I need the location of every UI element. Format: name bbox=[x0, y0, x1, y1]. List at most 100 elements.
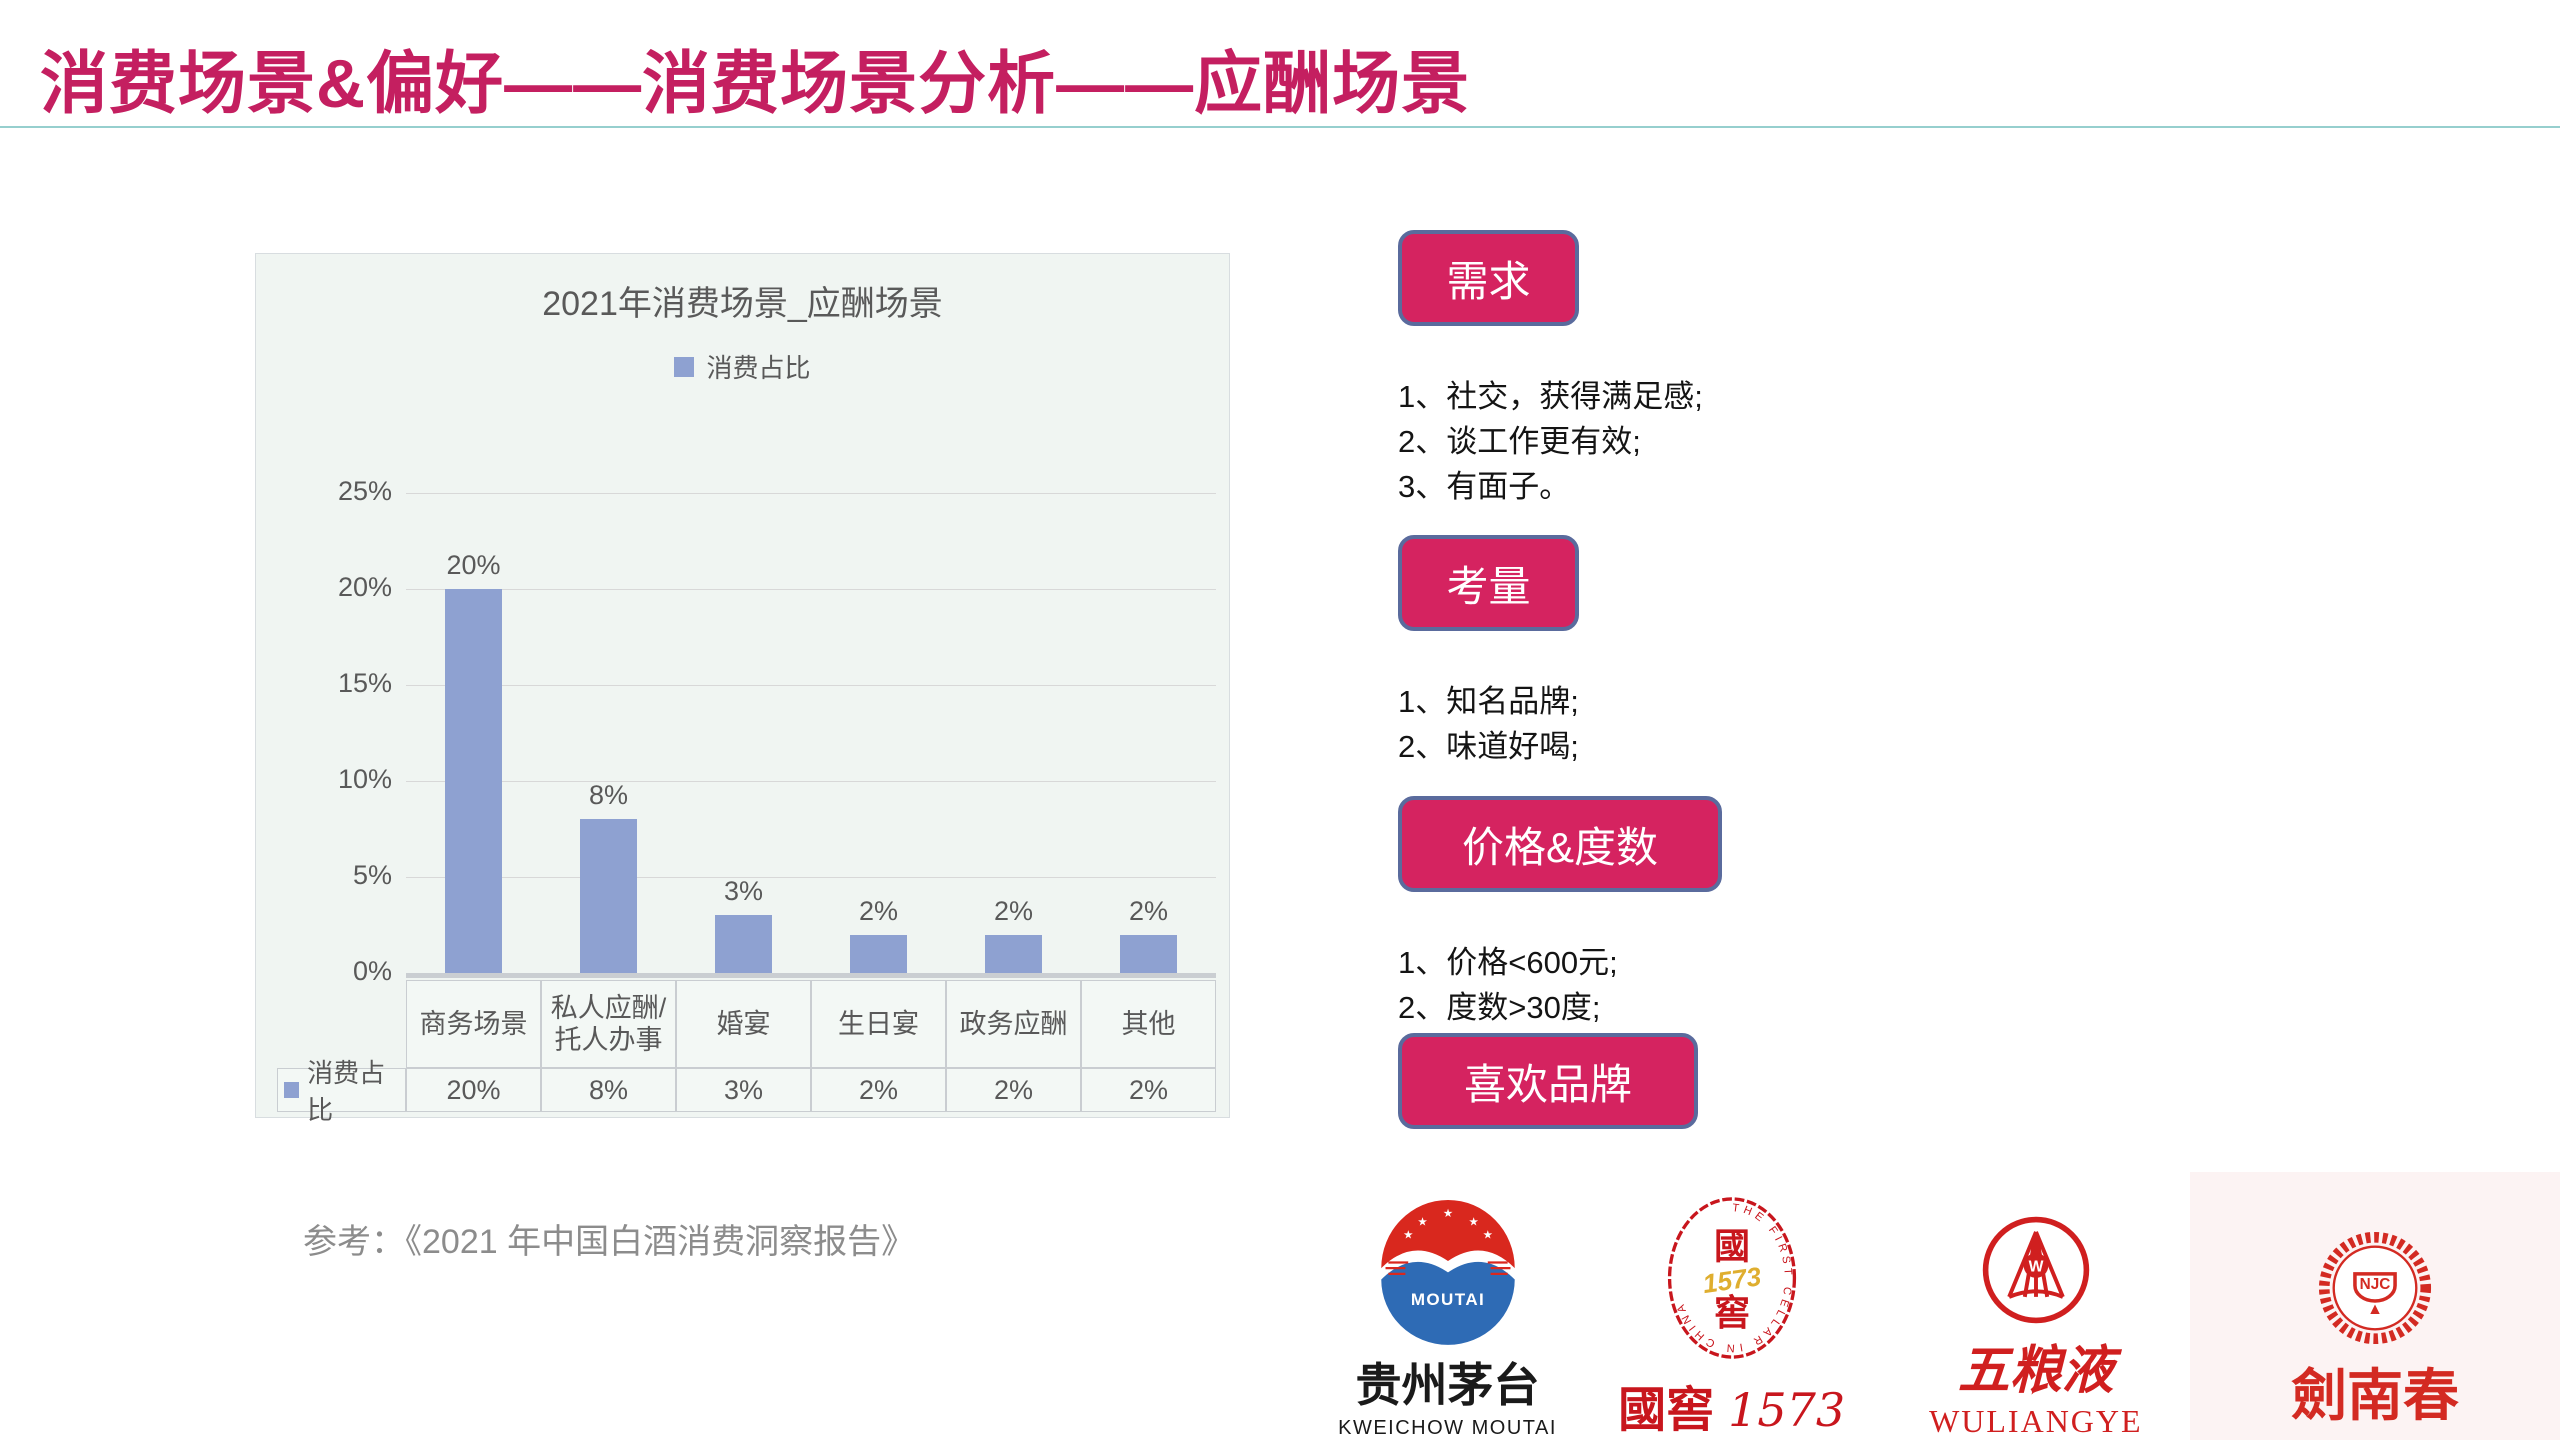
chart-legend: 消费占比 bbox=[256, 348, 1229, 385]
category-cell: 生日宴 bbox=[811, 980, 946, 1068]
category-cell: 其他 bbox=[1081, 980, 1216, 1068]
bar bbox=[1120, 934, 1177, 973]
section-price-abv: 价格&度数 1、价格<600元; 2、度数>30度; bbox=[1398, 796, 1722, 1030]
legend-swatch bbox=[674, 356, 695, 377]
list-item: 1、社交，获得满足感; bbox=[1398, 379, 1703, 414]
bar-column: 8% bbox=[541, 493, 676, 973]
x-axis-line bbox=[406, 973, 1216, 978]
consideration-list: 1、知名品牌; 2、味道好喝; bbox=[1398, 679, 1579, 769]
consideration-button[interactable]: 考量 bbox=[1398, 535, 1579, 631]
value-cell: 8% bbox=[541, 1068, 676, 1112]
bar-column: 3% bbox=[676, 493, 811, 973]
series-swatch bbox=[284, 1082, 300, 1098]
y-axis-tick-label: 15% bbox=[337, 668, 392, 698]
svg-text:窖: 窖 bbox=[1714, 1292, 1750, 1333]
svg-text:★: ★ bbox=[1468, 1217, 1478, 1229]
svg-text:★: ★ bbox=[1417, 1217, 1427, 1229]
wuliangye-name-cn: 五粮液 bbox=[1957, 1343, 2114, 1400]
svg-text:NJC: NJC bbox=[2360, 1276, 2391, 1293]
gridline bbox=[406, 493, 1216, 494]
bar-data-label: 2% bbox=[858, 895, 899, 926]
y-axis-tick-label: 5% bbox=[352, 860, 392, 890]
kweichow-moutai-logo: ★ ★ ★ ★ ★ MOUTAI 贵州茅台 KWEICHOW MOUTAI bbox=[1330, 1172, 1565, 1440]
legend-label: 消费占比 bbox=[706, 353, 811, 383]
demand-list: 1、社交，获得满足感; 2、谈工作更有效; 3、有面子。 bbox=[1398, 374, 1703, 509]
jiannanchun-emblem-icon: NJC bbox=[2318, 1231, 2432, 1345]
header-divider bbox=[0, 126, 2560, 128]
guojiao-name-line: 國窖 1573 bbox=[1618, 1370, 1845, 1440]
favorite-brands-button[interactable]: 喜欢品牌 bbox=[1398, 1033, 1698, 1129]
chart-data-table: 商务场景 私人应酬/ 托人办事 婚宴 生日宴 政务应酬 其他 消费占比 20% 8% 3% 2% 2%… bbox=[277, 980, 1216, 1125]
svg-text:★: ★ bbox=[1403, 1229, 1413, 1241]
category-cell: 私人应酬/ 托人办事 bbox=[541, 980, 676, 1068]
bar-column: 2% bbox=[1081, 493, 1216, 973]
gridline bbox=[406, 781, 1216, 782]
bar-column: 20% bbox=[406, 493, 541, 973]
bar bbox=[445, 589, 502, 973]
category-cell: 商务场景 bbox=[406, 980, 541, 1068]
bar-data-label: 2% bbox=[993, 895, 1034, 926]
value-cell: 2% bbox=[1081, 1068, 1216, 1112]
bar bbox=[985, 934, 1042, 973]
gridline bbox=[406, 877, 1216, 878]
jiannanchun-logo: NJC 劍南春 bbox=[2189, 1172, 2560, 1440]
bar-data-label: 2% bbox=[1128, 895, 1169, 926]
y-axis-tick-label: 0% bbox=[352, 956, 392, 986]
category-cell: 婚宴 bbox=[676, 980, 811, 1068]
moutai-emblem-icon: ★ ★ ★ ★ ★ MOUTAI bbox=[1380, 1199, 1515, 1345]
bar bbox=[850, 934, 907, 973]
list-item: 1、知名品牌; bbox=[1398, 684, 1579, 719]
demand-button[interactable]: 需求 bbox=[1398, 230, 1579, 326]
bar bbox=[580, 819, 637, 973]
wuliangye-logo: W 五粮液 WULIANGYE bbox=[1898, 1172, 2173, 1440]
y-axis-tick-label: 10% bbox=[337, 764, 392, 794]
moutai-name-en: KWEICHOW MOUTAI bbox=[1338, 1417, 1557, 1439]
svg-text:國: 國 bbox=[1714, 1226, 1750, 1267]
brand-logo-row: ★ ★ ★ ★ ★ MOUTAI 贵州茅台 KWEICHOW MOUTAI THE F… bbox=[1330, 1172, 2560, 1440]
reference-note: 参考：《2021 年中国白酒消费洞察报告》 bbox=[303, 1223, 916, 1261]
moutai-name-cn: 贵州茅台 bbox=[1355, 1359, 1540, 1411]
category-cell: 政务应酬 bbox=[946, 980, 1081, 1068]
series-label: 消费占比 bbox=[307, 1058, 386, 1125]
svg-text:MOUTAI: MOUTAI bbox=[1410, 1290, 1484, 1309]
svg-text:★: ★ bbox=[1442, 1208, 1452, 1220]
bar-data-label: 8% bbox=[588, 780, 629, 811]
bar-data-label: 20% bbox=[446, 550, 501, 580]
y-axis-tick-label: 20% bbox=[337, 572, 392, 602]
bar-column: 2% bbox=[811, 493, 946, 973]
bar bbox=[715, 915, 772, 973]
bar-column: 2% bbox=[946, 493, 1081, 973]
list-item: 2、度数>30度; bbox=[1398, 990, 1601, 1025]
value-cell: 2% bbox=[946, 1068, 1081, 1112]
chart-title: 2021年消费场景_应酬场景 bbox=[542, 285, 943, 323]
bar-chart-panel: 2021年消费场景_应酬场景 消费占比 0% 5% 10% 15% 20% 25% 20% 8… bbox=[255, 253, 1230, 1125]
price-abv-button[interactable]: 价格&度数 bbox=[1398, 796, 1722, 892]
series-label-cell: 消费占比 bbox=[277, 1058, 406, 1125]
value-cell: 20% bbox=[406, 1068, 541, 1112]
section-demand: 需求 1、社交，获得满足感; 2、谈工作更有效; 3、有面子。 bbox=[1398, 230, 1703, 509]
guojiao-seal-icon: THE FIRST CELLAR IN CHINA 國 1573 窖 bbox=[1667, 1197, 1796, 1359]
section-consideration: 考量 1、知名品牌; 2、味道好喝; bbox=[1398, 535, 1579, 769]
wuliangye-name-en: WULIANGYE bbox=[1929, 1403, 2143, 1439]
list-item: 1、价格<600元; bbox=[1398, 945, 1618, 980]
gridline bbox=[406, 589, 1216, 590]
value-cell: 2% bbox=[811, 1068, 946, 1112]
wuliangye-emblem-icon: W bbox=[1982, 1216, 2090, 1324]
gridline bbox=[406, 685, 1216, 686]
svg-text:★: ★ bbox=[1482, 1229, 1492, 1241]
section-favorite-brands: 喜欢品牌 bbox=[1398, 1033, 1698, 1129]
jiannanchun-name-cn: 劍南春 bbox=[2290, 1366, 2459, 1428]
page-title: 消费场景&偏好——消费场景分析——应酬场景 bbox=[40, 46, 1471, 122]
list-item: 2、谈工作更有效; bbox=[1398, 424, 1641, 459]
bar-data-label: 3% bbox=[723, 876, 764, 907]
svg-text:W: W bbox=[2028, 1259, 2043, 1276]
value-cell: 3% bbox=[676, 1068, 811, 1112]
guojiao-name-cn: 國窖 bbox=[1618, 1384, 1715, 1437]
price-abv-list: 1、价格<600元; 2、度数>30度; bbox=[1398, 940, 1722, 1030]
list-item: 2、味道好喝; bbox=[1398, 729, 1579, 764]
guojiao-1573-logo: THE FIRST CELLAR IN CHINA 國 1573 窖 國窖 15… bbox=[1582, 1172, 1882, 1440]
guojiao-name-num: 1573 bbox=[1728, 1383, 1846, 1437]
plot-area: 0% 5% 10% 15% 20% 25% 20% 8% 3% 2% 2% 2% bbox=[338, 476, 1216, 986]
list-item: 3、有面子。 bbox=[1398, 469, 1571, 504]
y-axis-tick-label: 25% bbox=[337, 476, 392, 506]
